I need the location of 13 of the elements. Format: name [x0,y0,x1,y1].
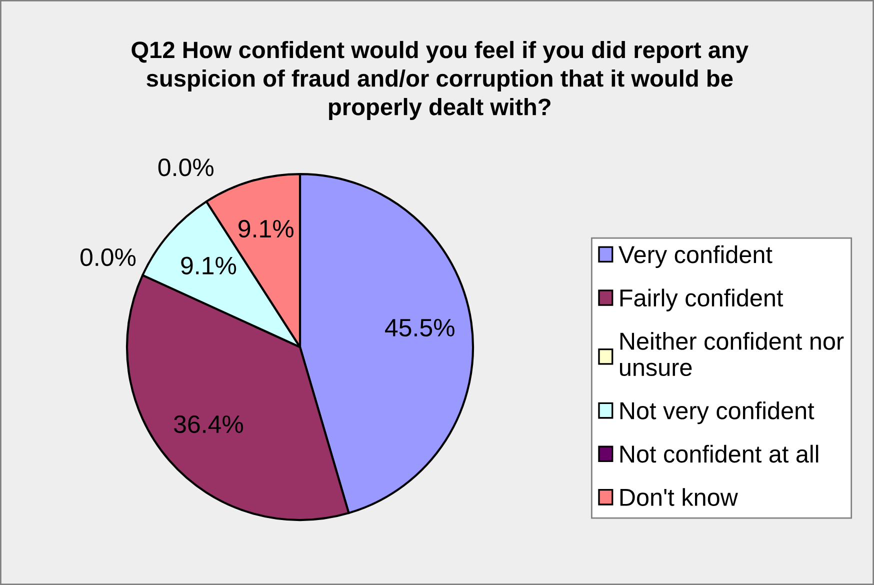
legend-label: Fairly confident [620,288,784,312]
legend-label: Neither confident nor unsure [620,332,844,376]
legend-label: Don't know [620,488,738,506]
text: 0.0% [80,248,136,266]
chart-title: Q12 How confident would you feel if you did report any suspicion of fraud and/or corruption that it would be properly dealt with? [132,40,748,120]
data-label: 45.5% [385,318,454,337]
legend-label: Not confident at all [620,444,818,463]
text: 0.0% [158,158,214,176]
data-label: 9.1% [181,256,236,274]
data-label: 9.1% [238,220,294,238]
legend-label: Not very confident [620,402,814,424]
legend-label: Very confident [618,245,772,268]
data-label: 36.4% [174,415,244,434]
